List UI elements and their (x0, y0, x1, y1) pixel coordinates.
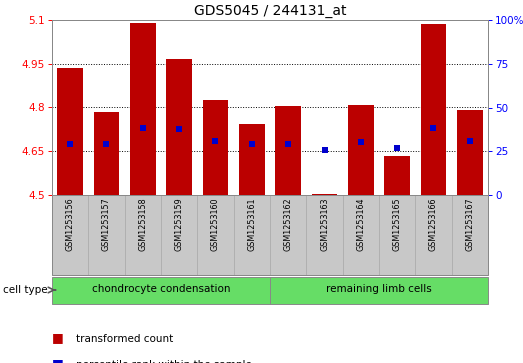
Bar (270, 277, 488, 303)
Text: GSM1253167: GSM1253167 (465, 197, 474, 251)
Bar (457, 110, 483, 195)
Text: GSM1253159: GSM1253159 (175, 197, 184, 251)
Bar (166, 60, 192, 195)
Bar (161, 195, 197, 275)
Text: transformed count: transformed count (75, 334, 173, 344)
Bar (130, 23, 155, 195)
Text: GSM1253160: GSM1253160 (211, 197, 220, 251)
Bar (88, 195, 124, 275)
Text: GSM1253158: GSM1253158 (138, 197, 147, 251)
Text: GSM1253161: GSM1253161 (247, 197, 256, 251)
Bar (239, 123, 265, 195)
Bar (343, 195, 379, 275)
Text: GSM1253165: GSM1253165 (393, 197, 402, 251)
Bar (415, 195, 452, 275)
Bar (58, 68, 83, 195)
Bar (379, 195, 415, 275)
Text: cell type: cell type (3, 285, 47, 295)
Bar (52, 195, 88, 275)
Text: GSM1253166: GSM1253166 (429, 197, 438, 251)
Bar (276, 106, 301, 195)
Text: chondrocyte condensation: chondrocyte condensation (92, 284, 230, 294)
Text: GSM1253156: GSM1253156 (66, 197, 75, 251)
Bar (421, 24, 446, 195)
Bar (452, 195, 488, 275)
Bar (384, 156, 410, 195)
Bar (203, 100, 228, 195)
Bar (52, 277, 270, 303)
Text: GSM1253164: GSM1253164 (356, 197, 366, 251)
Title: GDS5045 / 244131_at: GDS5045 / 244131_at (194, 4, 346, 17)
Bar (234, 195, 270, 275)
Text: remaining limb cells: remaining limb cells (326, 284, 432, 294)
Text: ■: ■ (52, 331, 64, 344)
Bar (306, 195, 343, 275)
Bar (124, 195, 161, 275)
Bar (197, 195, 234, 275)
Bar (270, 195, 306, 275)
Text: GSM1253162: GSM1253162 (283, 197, 293, 251)
Text: ■: ■ (52, 356, 64, 363)
Bar (94, 112, 119, 195)
Text: percentile rank within the sample: percentile rank within the sample (75, 360, 252, 363)
Bar (348, 105, 373, 195)
Text: GSM1253157: GSM1253157 (102, 197, 111, 251)
Text: GSM1253163: GSM1253163 (320, 197, 329, 251)
